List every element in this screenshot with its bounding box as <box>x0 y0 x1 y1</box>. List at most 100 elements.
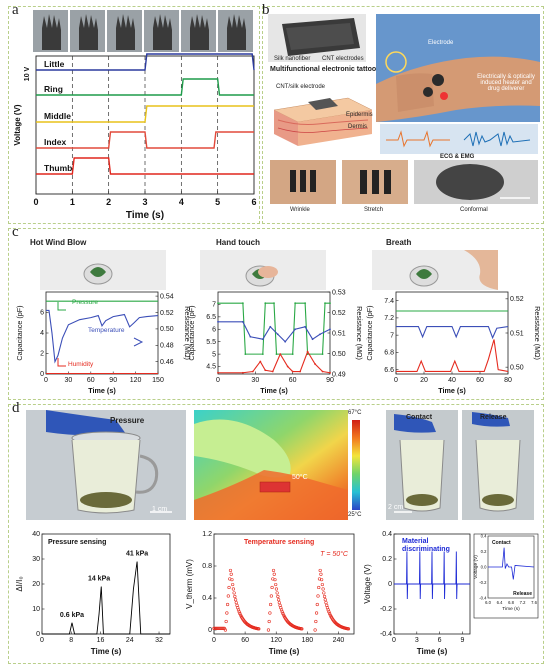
x-tick-label: 60 <box>476 377 484 384</box>
series-line-pressure <box>218 302 330 355</box>
series-point <box>276 333 279 336</box>
y2-tick-label: 0.50 <box>510 364 524 371</box>
temperature-point <box>274 582 278 587</box>
series-point <box>217 371 219 374</box>
series-line-temperature <box>396 325 509 340</box>
x-tick-label: 9 <box>460 637 464 644</box>
epidermis-label: Epidermis <box>346 112 373 118</box>
temperature-point <box>315 602 319 607</box>
series-point <box>249 335 252 338</box>
temperature-point <box>220 626 224 630</box>
series-point <box>241 371 244 374</box>
temperature-point <box>319 572 323 576</box>
temperature-point <box>277 601 281 605</box>
y-tick-label: 0 <box>208 627 212 634</box>
y-tick-label: 6 <box>40 310 44 317</box>
inset-y-tick-label: -0.4 <box>479 596 487 601</box>
x-tick-label: 0 <box>216 377 220 384</box>
x-tick-label: 3 <box>142 197 147 207</box>
y-tick-label: 0.4 <box>202 595 212 602</box>
series-point <box>304 325 307 328</box>
y2-tick-label: 0.51 <box>332 330 346 337</box>
series-point <box>304 302 307 305</box>
x-tick-label: 240 <box>333 637 345 644</box>
x-tick-label: 120 <box>270 637 282 644</box>
temperature-point <box>318 568 322 573</box>
inset-x-tick-label: 6.8 <box>508 600 514 605</box>
glove-hand <box>190 14 209 50</box>
cnt-electrodes-label: CNT electrodes <box>322 56 364 62</box>
y-tick-label: 5 <box>212 351 216 358</box>
hot-wind-photo <box>40 250 166 290</box>
plot-frame <box>213 533 355 635</box>
series-point <box>311 338 314 341</box>
x-tick-label: 90 <box>326 377 334 384</box>
temperature-point <box>270 585 274 590</box>
wrist-photo <box>376 14 540 122</box>
x-tick-label: 60 <box>289 377 297 384</box>
y-tick-label: 5.5 <box>206 339 216 346</box>
y2-tick-label: 0.52 <box>332 310 346 317</box>
temperature-point <box>314 611 319 615</box>
x-tick-label: 0 <box>44 377 48 384</box>
finger-voltage-chart: 0 1 2 3 4 5 6 Time (s) Voltage (V) 10 V Little Ring… <box>13 53 257 221</box>
x-tick-label: 0 <box>33 197 38 207</box>
panel-label-d: d <box>12 400 20 416</box>
x-tick-label: 16 <box>97 637 105 644</box>
thermal-colorbar <box>352 420 360 510</box>
x-tick-label: 60 <box>87 377 95 384</box>
inset-x-label: Time (s) <box>502 606 520 612</box>
panel-label-b: b <box>262 2 270 18</box>
inset-line <box>488 547 535 580</box>
series-point <box>264 302 267 305</box>
series-point <box>275 353 278 356</box>
temperature-point <box>225 611 229 615</box>
c-title-breath: Breath <box>386 238 412 247</box>
y-tick-label: 0 <box>40 371 44 378</box>
pressure-sensing-line <box>42 561 170 635</box>
x-axis-label: Time (s) <box>269 647 300 656</box>
inset-y-label: Voltage (V) <box>473 555 479 579</box>
wrinkle-label: Wrinkle <box>290 207 310 213</box>
y-tick-label: 4.5 <box>206 364 216 371</box>
temperature-point <box>216 626 220 630</box>
series-point <box>324 302 326 305</box>
temperature-point <box>227 585 231 590</box>
panel-c-frame <box>8 228 544 400</box>
temperature-point <box>322 591 326 595</box>
y-tick-label: 30 <box>32 556 40 563</box>
series-point <box>291 370 294 373</box>
temperature-point <box>280 610 284 614</box>
release-photo <box>462 410 534 520</box>
series-point <box>241 320 244 323</box>
glove-hand <box>227 14 246 50</box>
electrode-label: Electrode <box>428 40 454 46</box>
temperature-point <box>231 587 235 591</box>
pressure-annotation: 41 kPa <box>126 551 148 558</box>
series-point <box>284 340 287 343</box>
series-line-temperature <box>46 309 159 364</box>
stretch-photo <box>342 160 408 204</box>
glove-hand <box>153 14 172 50</box>
pressure-annotation: 14 kPa <box>88 576 110 583</box>
series-line-ring <box>36 78 254 96</box>
series-line-index <box>36 131 254 149</box>
x-axis-label: Time (s) <box>91 647 122 656</box>
series-point <box>329 371 331 374</box>
y-axis-label: Voltage (V) <box>13 104 22 146</box>
series-point <box>329 302 331 305</box>
inset-x-tick-label: 6.0 <box>485 600 491 605</box>
y-tick-label: 0.2 <box>382 556 392 563</box>
hot-wind-chart: 0 30 60 90 120 150 0 2 4 6 Time (s) Capacitance (pF… <box>15 291 192 395</box>
y-tick-label: -0.4 <box>380 631 392 638</box>
series-point <box>273 302 275 305</box>
y-tick-label: 6.5 <box>206 314 216 321</box>
series-point <box>217 302 219 305</box>
series-label-little: Little <box>44 59 65 69</box>
temperature-point <box>224 619 228 624</box>
temperature-point <box>274 587 279 591</box>
x-tick-label: 20 <box>420 377 428 384</box>
x-axis-label: Time (s) <box>260 386 288 395</box>
x-tick-label: 30 <box>251 377 259 384</box>
y-tick-label: 7.4 <box>384 298 394 305</box>
